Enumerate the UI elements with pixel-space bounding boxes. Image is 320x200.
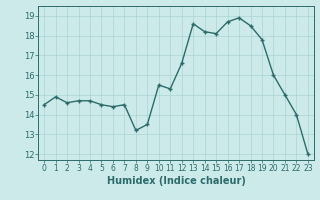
X-axis label: Humidex (Indice chaleur): Humidex (Indice chaleur): [107, 176, 245, 186]
